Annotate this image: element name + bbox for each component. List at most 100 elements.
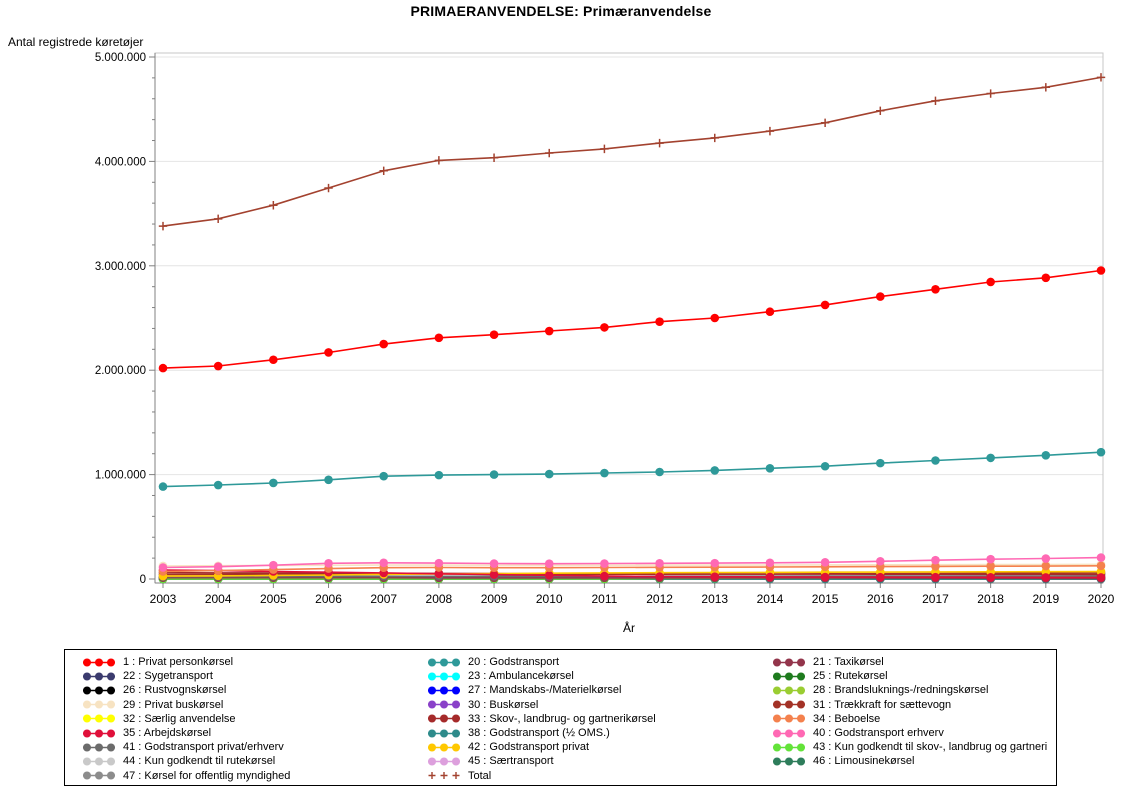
legend-item-1: 1 : Privat personkørsel (81, 655, 290, 669)
legend-marker-total (428, 772, 460, 780)
x-tick-label: 2011 (592, 592, 618, 606)
legend-label-42: 42 : Godstransport privat (468, 741, 590, 754)
x-tick-label: 2005 (260, 592, 287, 606)
legend-item-29: 29 : Privat buskørsel (81, 698, 290, 712)
legend-marker-26 (83, 686, 115, 695)
legend-marker-34 (773, 714, 805, 723)
x-tick-label: 2010 (536, 592, 563, 606)
legend-label-1: 1 : Privat personkørsel (123, 656, 234, 669)
series-line-35 (162, 569, 1101, 579)
legend-item-30: 30 : Buskørsel (426, 698, 656, 712)
y-tick-label: 2.000.000 (95, 365, 146, 377)
legend-item-42: 42 : Godstransport privat (426, 740, 656, 754)
series-marker-1 (931, 284, 940, 294)
series-marker-35 (434, 569, 444, 579)
series-marker-35 (710, 572, 720, 582)
legend-item-27: 27 : Mandskabs-/Materielkørsel (426, 683, 656, 697)
legend-marker-46 (773, 757, 805, 766)
series-marker-20 (875, 458, 885, 468)
series-marker-20 (600, 468, 609, 478)
legend-label-38: 38 : Godstransport (½ OMS.) (468, 727, 610, 740)
legend-marker-41 (83, 743, 115, 752)
legend-item-31: 31 : Trækkraft for sættevogn (771, 698, 1047, 712)
legend-marker-31 (773, 700, 805, 709)
x-tick-label: 2004 (205, 592, 232, 606)
series-marker-1 (765, 307, 775, 317)
series-marker-1 (434, 333, 444, 343)
legend-label-35: 35 : Arbejdskørsel (123, 727, 212, 740)
legend-marker-27 (428, 686, 460, 695)
series-marker-1 (820, 300, 830, 310)
series-line-40 (162, 556, 1102, 569)
legend-item-35: 35 : Arbejdskørsel (81, 726, 290, 740)
series-marker-35 (600, 571, 609, 581)
x-tick-label: 2009 (481, 592, 508, 606)
series-marker-1 (544, 326, 554, 336)
series-marker-40 (269, 560, 278, 570)
series-marker-total (545, 148, 554, 158)
series-marker-40 (710, 558, 720, 568)
series-marker-1 (986, 277, 995, 287)
series-marker-total (324, 183, 333, 193)
chart-legend: 1 : Privat personkørsel 22 : Sygetranspor… (64, 649, 1057, 786)
series-marker-35 (765, 572, 775, 582)
series-marker-total (655, 138, 664, 148)
series-marker-20 (434, 470, 444, 480)
legend-label-44: 44 : Kun godkendt til rutekørsel (123, 755, 276, 768)
legend-label-31: 31 : Trækkraft for sættevogn (813, 698, 952, 711)
legend-label-41: 41 : Godstransport privat/erhverv (123, 741, 284, 754)
series-marker-40 (986, 554, 995, 564)
legend-marker-32 (83, 714, 115, 723)
series-marker-total (600, 144, 609, 154)
series-marker-35 (655, 572, 664, 581)
series-marker-20 (1041, 450, 1051, 460)
legend-marker-45 (428, 757, 460, 766)
legend-label-33: 33 : Skov-, landbrug- og gartnerikørsel (468, 712, 656, 725)
legend-label-46: 46 : Limousinekørsel (813, 755, 915, 768)
x-tick-label: 2008 (426, 592, 453, 606)
series-marker-35 (489, 570, 499, 579)
series-marker-35 (1041, 573, 1051, 582)
series-marker-20 (213, 480, 223, 490)
series-marker-total (1096, 73, 1106, 82)
series-marker-20 (765, 464, 775, 473)
series-marker-1 (213, 361, 223, 371)
series-marker-34 (986, 561, 995, 571)
legend-item-25: 25 : Rutekørsel (771, 669, 1047, 683)
x-tick-label: 2012 (646, 592, 673, 606)
legend-label-26: 26 : Rustvognskørsel (123, 684, 227, 697)
y-tick-label: 0 (140, 574, 146, 586)
series-line-42 (162, 570, 1102, 577)
legend-marker-33 (428, 714, 460, 723)
legend-label-32: 32 : Særlig anvendelse (123, 712, 236, 725)
chart-title: PRIMAERANVENDELSE: Primæranvendelse (410, 3, 712, 19)
series-line-33 (162, 571, 1102, 576)
legend-label-27: 27 : Mandskabs-/Materielkørsel (468, 684, 622, 697)
legend-item-44: 44 : Kun godkendt til rutekørsel (81, 754, 290, 768)
series-marker-total (820, 118, 830, 127)
series-marker-40 (158, 563, 168, 572)
legend-item-total: Total (426, 769, 656, 783)
legend-item-47: 47 : Kørsel for offentlig myndighed (81, 769, 290, 783)
x-tick-label: 2019 (1032, 592, 1059, 606)
legend-marker-44 (83, 757, 115, 766)
legend-marker-1 (83, 658, 115, 667)
series-marker-total (765, 126, 775, 136)
series-marker-1 (1096, 266, 1106, 275)
legend-marker-29 (83, 700, 115, 709)
series-marker-35 (986, 573, 995, 582)
legend-item-20: 20 : Godstransport (426, 655, 656, 669)
series-marker-35 (820, 572, 830, 582)
series-marker-20 (820, 461, 830, 471)
series-marker-20 (931, 456, 940, 465)
legend-marker-42 (428, 743, 460, 752)
series-marker-40 (324, 559, 333, 568)
series-marker-20 (379, 471, 389, 481)
legend-item-28: 28 : Brandsluknings-/redningskørsel (771, 683, 1047, 697)
x-tick-label: 2014 (757, 592, 784, 606)
legend-column-1: 1 : Privat personkørsel 22 : Sygetranspor… (81, 655, 290, 783)
legend-marker-20 (428, 658, 460, 667)
series-marker-1 (1041, 273, 1051, 283)
series-marker-1 (655, 317, 664, 326)
